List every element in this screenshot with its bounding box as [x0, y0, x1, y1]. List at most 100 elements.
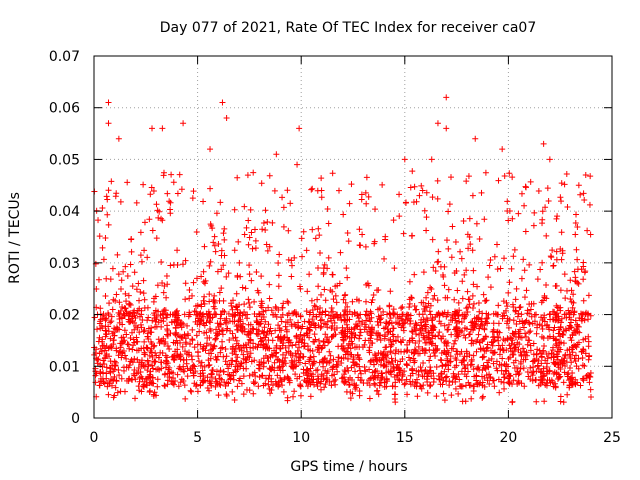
data-point [266, 372, 273, 379]
data-point [190, 362, 197, 369]
data-point [581, 363, 588, 370]
data-point [117, 344, 124, 351]
data-point [416, 192, 423, 199]
data-point [374, 336, 381, 343]
data-point [290, 365, 297, 372]
data-point [126, 300, 133, 307]
data-point [158, 337, 165, 344]
data-point [309, 379, 316, 386]
data-point [317, 250, 324, 257]
data-point [210, 345, 217, 352]
data-point [169, 380, 176, 387]
data-point [485, 364, 492, 371]
data-point [550, 327, 557, 334]
data-point [287, 200, 294, 207]
data-point [413, 330, 420, 337]
data-point [579, 375, 586, 382]
data-point [533, 330, 540, 337]
data-point [272, 303, 279, 310]
data-point [345, 355, 352, 362]
data-point [434, 120, 441, 127]
data-point [237, 316, 244, 323]
data-point [182, 257, 189, 264]
data-point [457, 248, 464, 255]
data-point [554, 361, 561, 368]
data-point [160, 308, 167, 315]
data-point [567, 277, 574, 284]
data-point [285, 310, 292, 317]
data-point [469, 292, 476, 299]
data-point [124, 377, 131, 384]
data-point [357, 367, 364, 374]
data-point [502, 307, 509, 314]
data-point [573, 211, 580, 218]
data-point [128, 236, 135, 243]
data-point [272, 311, 279, 318]
data-point [426, 357, 433, 364]
data-point [151, 295, 158, 302]
data-point [391, 396, 398, 403]
data-point [232, 351, 239, 358]
data-point [402, 199, 409, 206]
data-point [285, 256, 292, 263]
data-point [372, 206, 379, 213]
data-point [569, 332, 576, 339]
data-point [466, 301, 473, 308]
data-point [367, 375, 374, 382]
data-point [435, 373, 442, 380]
data-point [561, 181, 568, 188]
data-point [178, 186, 185, 193]
data-point [566, 382, 573, 389]
data-point [191, 344, 198, 351]
data-point [231, 247, 238, 254]
data-point [363, 200, 370, 207]
y-tick-label: 0 [71, 411, 80, 427]
data-point [222, 345, 229, 352]
data-point [334, 362, 341, 369]
data-point [550, 262, 557, 269]
data-point [504, 303, 511, 310]
data-point [103, 315, 110, 322]
data-point [479, 393, 486, 400]
data-point [117, 388, 124, 395]
data-point [433, 364, 440, 371]
data-point [280, 300, 287, 307]
data-point [284, 319, 291, 326]
data-point [149, 374, 156, 381]
data-point [102, 354, 109, 361]
data-point [580, 259, 587, 266]
data-point [526, 310, 533, 317]
data-point [300, 228, 307, 235]
data-point [138, 311, 145, 318]
data-point [220, 230, 227, 237]
data-point [581, 196, 588, 203]
data-point [147, 379, 154, 386]
data-point [475, 331, 482, 338]
data-point [157, 338, 164, 345]
data-point [217, 349, 224, 356]
x-tick-label: 0 [90, 430, 99, 446]
data-point [156, 354, 163, 361]
data-point [193, 308, 200, 315]
data-point [245, 217, 252, 224]
data-point [222, 358, 229, 365]
data-point [377, 337, 384, 344]
data-point [121, 337, 128, 344]
data-point [212, 329, 219, 336]
data-point [466, 331, 473, 338]
data-point [483, 348, 490, 355]
data-point [374, 358, 381, 365]
data-point [477, 346, 484, 353]
data-point [434, 345, 441, 352]
data-point [554, 356, 561, 363]
data-point [529, 320, 536, 327]
data-point [312, 303, 319, 310]
y-tick-label: 0.03 [49, 256, 80, 272]
data-point [461, 311, 468, 318]
data-point [145, 314, 152, 321]
data-point [127, 358, 134, 365]
data-point [103, 193, 110, 200]
data-point [249, 325, 256, 332]
data-point [217, 382, 224, 389]
data-point [111, 325, 118, 332]
